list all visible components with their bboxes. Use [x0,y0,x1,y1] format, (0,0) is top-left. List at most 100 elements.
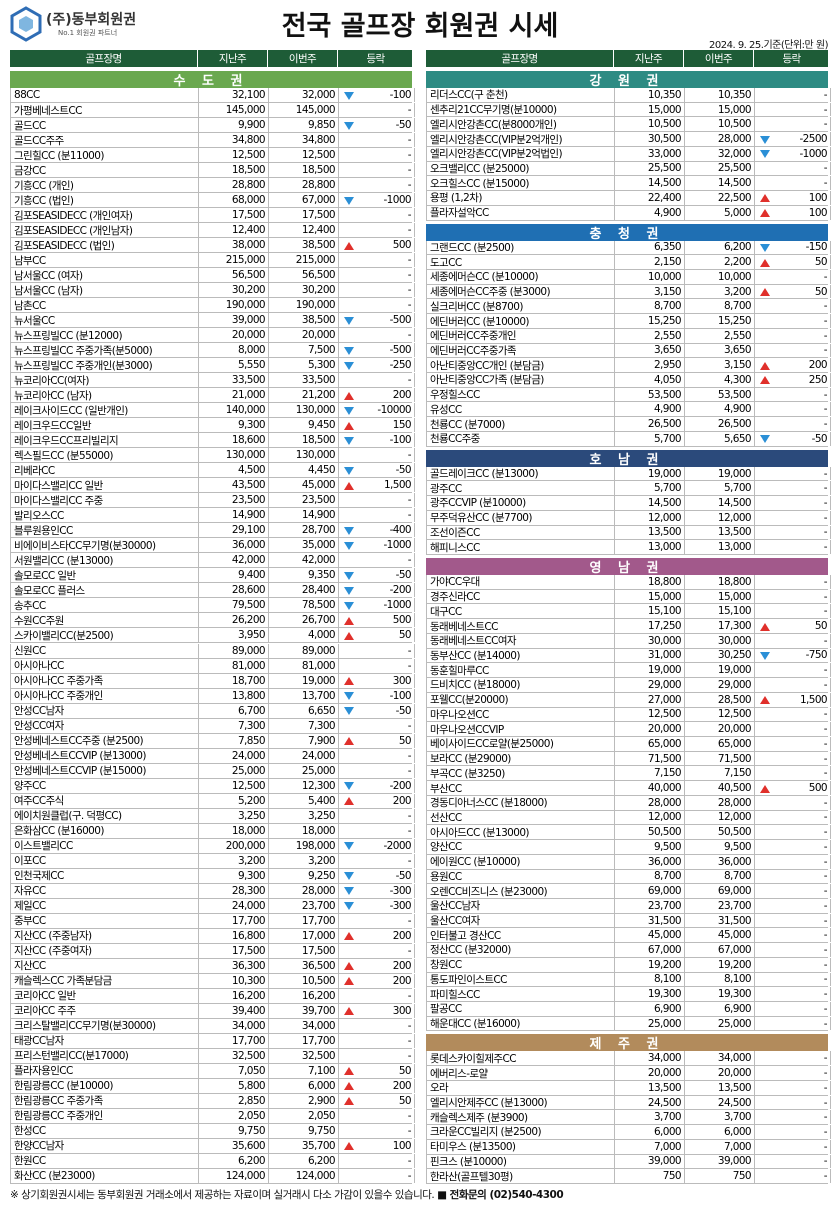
course-name: 캐슬렉스CC 가족분담금 [11,973,199,988]
change-arrow [344,1097,354,1106]
price-cell: 14,500 [685,176,755,191]
table-row: 안성베네스트CC주중 (분2500) 7,850 7,900 50 [10,733,415,749]
table-row: 마우나오션CC 12,500 12,500- [426,707,831,723]
course-name: 김포SEASIDECC (법인) [11,238,199,253]
price-cell: 78,500 [269,598,339,613]
table-row: 엘리시안강촌CC(VIP분2억개인) 30,500 28,000 -2500 [426,132,831,147]
price-cell: 300 [339,1003,415,1018]
price-cell: - [339,133,415,148]
price-cell: 20,000 [199,328,269,343]
course-name: 렉스필드CC (분55000) [11,448,199,463]
price-cell: - [339,163,415,178]
price-cell: - [755,663,831,678]
table-row: 용원CC 8,700 8,700- [426,869,831,885]
course-name: 유성CC [427,402,615,417]
price-cell: 24,000 [199,898,269,913]
course-name: 엘리시안강촌CC(VIP분2억법인) [427,146,615,161]
course-name: 김포SEASIDECC (개인남자) [11,223,199,238]
change-arrow [344,887,354,896]
table-row: 리더스CC(구 춘천) 10,350 10,350- [426,88,831,103]
price-cell: 124,000 [269,1168,339,1183]
table-row: 금강CC 18,500 18,500- [10,163,415,179]
course-name: 레이크우드CC프리빌리지 [11,433,199,448]
price-cell: 15,250 [615,314,685,328]
price-cell: 9,300 [199,418,269,433]
price-cell: 9,350 [269,568,339,583]
change-arrow [344,631,354,640]
course-name: 천룡CC주중 [427,431,615,446]
price-cell: - [339,943,415,958]
price-cell: - [339,493,415,508]
price-cell: 24,000 [199,748,269,763]
price-cell: 13,500 [685,525,755,540]
table-row: 한양CC남자 35,600 35,700 100 [10,1138,415,1154]
table-row: 롯데스카이힐제주CC 34,000 34,000- [426,1051,831,1067]
table-row: 이포CC 3,200 3,200- [10,853,415,869]
course-name: 오크힐스CC (분15000) [427,176,615,191]
course-name: 아시아나CC 주중개인 [11,688,199,703]
price-cell: - [339,1108,415,1123]
price-cell: - [755,825,831,840]
price-cell: 9,500 [685,840,755,854]
course-name: 창원CC [427,957,615,972]
price-cell: - [755,481,831,496]
price-cell: 65,000 [685,736,755,751]
price-cell: 12,500 [199,778,269,793]
price-cell: 40,500 [685,781,755,795]
price-cell: 9,400 [199,568,269,583]
course-name: 오크밸리CC (분25000) [427,161,615,176]
price-cell: - [755,898,831,913]
course-name: 캐슬렉스제주 (분3900) [427,1110,615,1125]
price-cell: 2,150 [615,255,685,269]
price-cell: 4,450 [269,463,339,478]
price-cell: 23,500 [199,493,269,508]
price-cell: 7,000 [685,1139,755,1154]
price-cell: - [755,176,831,191]
price-cell: - [339,223,415,238]
price-cell: - [755,314,831,328]
course-name: 해피니스CC [427,540,615,554]
table-row: 기흥CC (개인) 28,800 28,800- [10,178,415,194]
change-arrow [760,150,770,159]
course-name: 남서울CC (여자) [11,268,199,283]
course-name: 발리오스CC [11,508,199,523]
price-cell: 31,500 [615,913,685,928]
table-row: 조선이즌CC 13,500 13,500- [426,525,831,541]
price-cell: 2,050 [269,1108,339,1123]
price-cell: -1000 [755,146,831,161]
price-cell: 31,500 [685,913,755,928]
table-row: 에딘버러CC (분10000) 15,250 15,250- [426,314,831,329]
price-cell: - [755,1125,831,1139]
course-name: 골드CC주주 [11,133,199,148]
price-cell: - [755,575,831,589]
course-name: 세종에머슨CC (분10000) [427,269,615,284]
price-cell: 3,700 [615,1110,685,1125]
price-cell: - [339,763,415,778]
price-cell: - [339,298,415,313]
price-cell: 56,500 [269,268,339,283]
price-cell: -1000 [339,538,415,553]
price-cell: - [755,1016,831,1031]
table-row: 크리스탈밸리CC무기명(분30000) 34,000 34,000- [10,1018,415,1034]
price-cell: - [755,1154,831,1169]
course-name: 블루원용인CC [11,523,199,538]
price-cell: - [755,678,831,692]
course-name: 보라CC (분29000) [427,751,615,766]
change-arrow [344,677,354,686]
price-cell: 30,200 [199,283,269,298]
course-name: 화산CC (분23000) [11,1168,199,1183]
price-cell: - [755,722,831,736]
price-cell: - [339,268,415,283]
price-cell: -10000 [339,403,415,418]
change-arrow [344,782,354,791]
price-cell: 19,000 [615,663,685,678]
change-arrow [344,1007,354,1016]
table-row: 뉴스프링빌CC 주중가족(분5000) 8,000 7,500 -500 [10,343,415,359]
price-cell: 12,500 [199,148,269,163]
price-cell: 30,000 [685,633,755,648]
price-cell: 12,000 [685,510,755,525]
price-cell: - [755,102,831,117]
table-row: 레이크우드CC프리빌리지 18,600 18,500 -100 [10,433,415,449]
column-header: 등락 [754,50,830,67]
price-cell: 56,500 [199,268,269,283]
